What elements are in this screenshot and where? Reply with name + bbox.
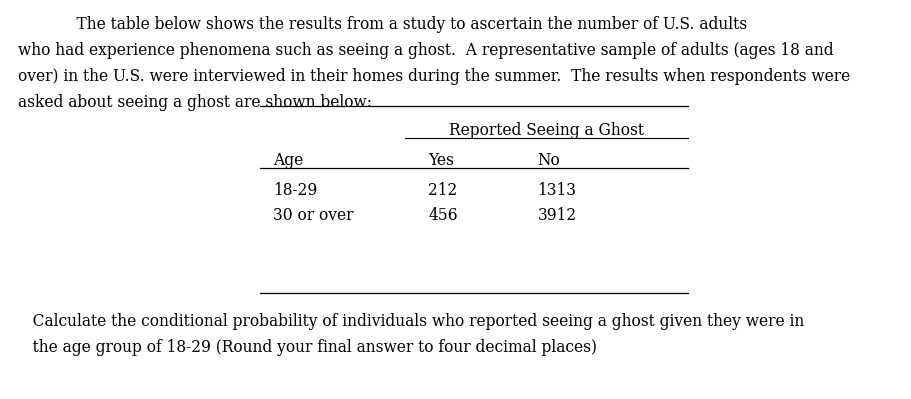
Text: 18-29: 18-29 [273,182,318,199]
Text: asked about seeing a ghost are shown below:: asked about seeing a ghost are shown bel… [18,94,373,111]
Text: 3912: 3912 [537,207,577,225]
Text: Age: Age [273,152,303,169]
Text: 456: 456 [428,207,458,225]
Text: No: No [537,152,560,169]
Text: Yes: Yes [428,152,454,169]
Text: 1313: 1313 [537,182,577,199]
Text: the age group of 18-29 (Round your final answer to four decimal places): the age group of 18-29 (Round your final… [18,339,598,356]
Text: The table below shows the results from a study to ascertain the number of U.S. a: The table below shows the results from a… [18,16,747,33]
Text: Calculate the conditional probability of individuals who reported seeing a ghost: Calculate the conditional probability of… [18,313,804,330]
Text: 212: 212 [428,182,457,199]
Text: who had experience phenomena such as seeing a ghost.  A representative sample of: who had experience phenomena such as see… [18,42,834,59]
Text: over) in the U.S. were interviewed in their homes during the summer.  The result: over) in the U.S. were interviewed in th… [18,68,851,85]
Text: Reported Seeing a Ghost: Reported Seeing a Ghost [449,122,644,139]
Text: 30 or over: 30 or over [273,207,353,225]
